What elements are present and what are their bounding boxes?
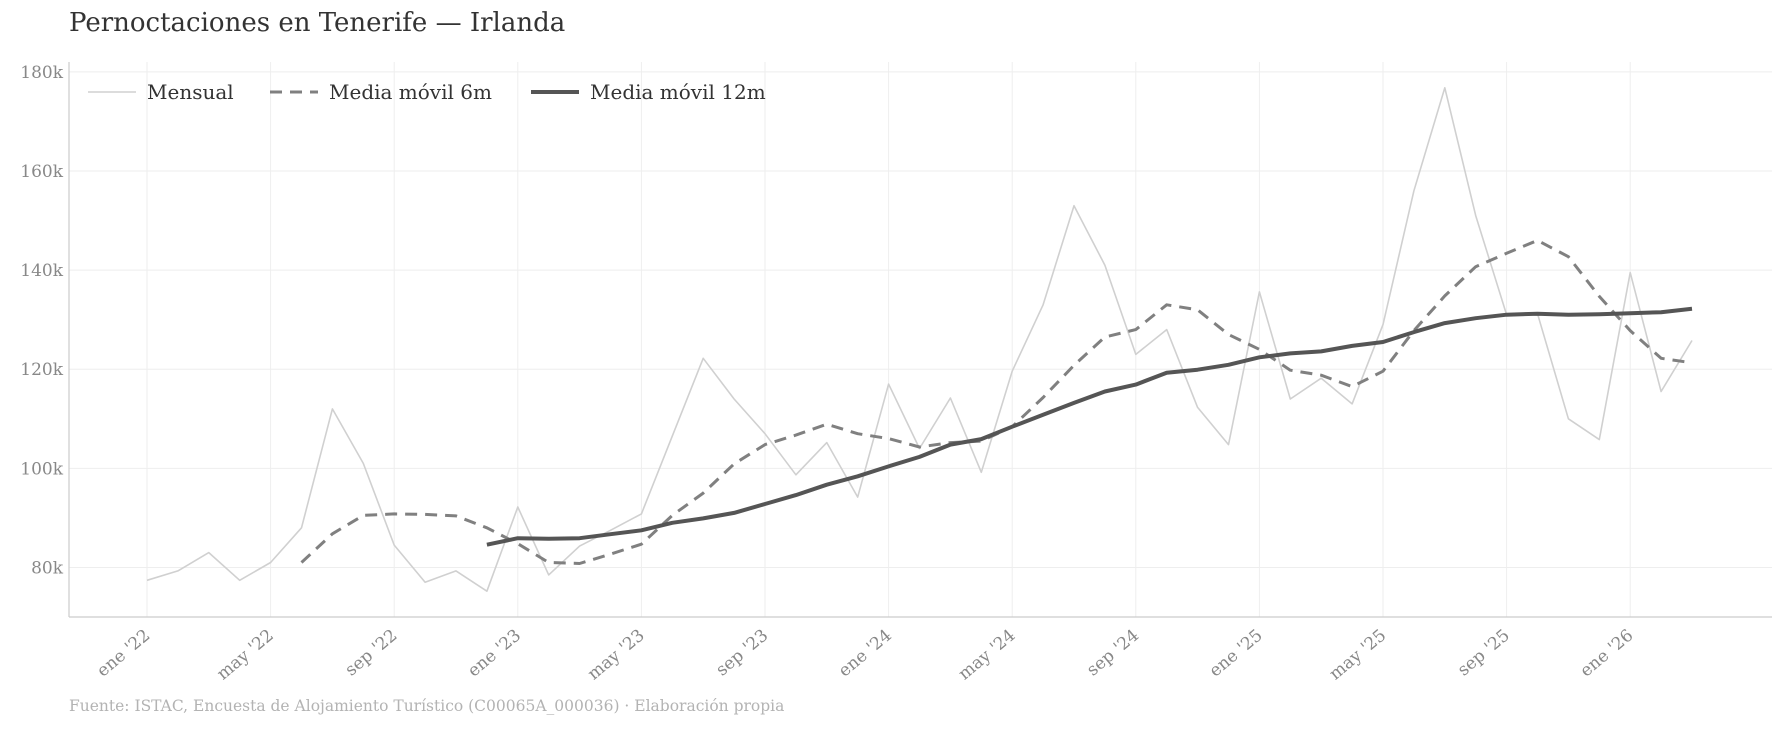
series-line-media-movil-12m	[486, 306, 1693, 547]
x-tick-label: may '24	[955, 626, 1020, 685]
x-tick-label: may '22	[213, 626, 278, 685]
source-note: Fuente: ISTAC, Encuesta de Alojamiento T…	[69, 697, 785, 715]
y-tick-label: 80k	[31, 558, 64, 578]
x-tick-label: sep '22	[342, 626, 402, 681]
series-line-mensual	[146, 87, 1693, 592]
legend-label: Mensual	[147, 80, 234, 104]
y-tick-label: 100k	[20, 459, 63, 479]
legend: Mensual Media móvil 6m Media móvil 12m	[88, 80, 766, 104]
series-layer	[146, 87, 1693, 592]
x-tick-label: ene '24	[835, 626, 896, 682]
y-tick-label: 120k	[20, 360, 63, 380]
axis-layer	[68, 62, 1772, 618]
chart-title: Pernoctaciones en Tenerife — Irlanda	[69, 8, 566, 38]
y-tick-label: 140k	[20, 261, 63, 281]
series-line-media-movil-6m	[300, 238, 1693, 565]
x-tick-label: sep '25	[1454, 626, 1514, 681]
y-tick-labels: 80k 100k 120k 140k 160k 180k	[20, 63, 63, 579]
y-tick-label: 160k	[20, 162, 63, 182]
x-tick-label: sep '24	[1083, 626, 1143, 681]
legend-label: Media móvil 6m	[329, 80, 492, 104]
x-tick-label: may '25	[1326, 626, 1391, 685]
x-tick-labels: ene '22 may '22 sep '22 ene '23 may '23 sep '…	[93, 626, 1637, 685]
y-tick-label: 180k	[20, 63, 63, 83]
x-tick-label: sep '23	[712, 626, 772, 681]
x-tick-label: ene '25	[1206, 626, 1267, 682]
legend-label: Media móvil 12m	[590, 80, 766, 104]
grid-layer	[69, 62, 1772, 617]
x-tick-label: ene '22	[93, 626, 154, 682]
x-tick-label: ene '23	[464, 626, 525, 682]
x-tick-label: ene '26	[1576, 626, 1637, 682]
x-tick-label: may '23	[584, 626, 649, 685]
